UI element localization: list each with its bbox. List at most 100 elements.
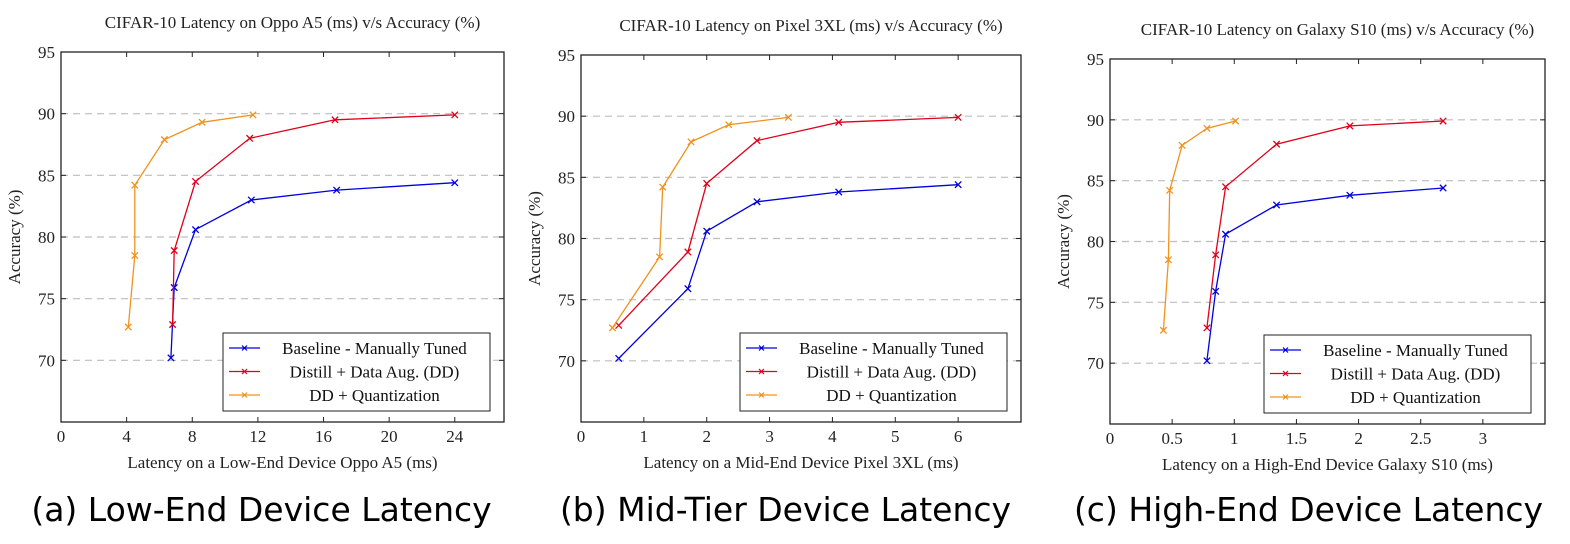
data-point <box>131 181 139 189</box>
x-tick-label: 24 <box>446 427 464 446</box>
data-point <box>1272 140 1281 148</box>
legend-item: Distill + Data Aug. (DD) <box>1270 365 1500 384</box>
data-point <box>1346 122 1354 130</box>
x-axis-label: Latency on a Low-End Device Oppo A5 (ms) <box>127 453 437 472</box>
data-point-stroke <box>835 118 843 126</box>
data-point <box>247 196 255 204</box>
data-point <box>835 118 843 126</box>
data-point-stroke <box>684 248 692 256</box>
data-point <box>753 136 761 145</box>
legend-marker <box>1282 370 1289 377</box>
chart-mid-tier: CIFAR-10 Latency on Pixel 3XL (ms) v/s A… <box>525 16 1022 472</box>
series-line-0 <box>170 182 455 358</box>
series-line-1 <box>171 114 455 325</box>
data-point-stroke <box>615 354 623 363</box>
data-point <box>170 283 178 292</box>
data-point-stroke <box>1272 201 1281 209</box>
data-point-stroke <box>835 188 843 196</box>
x-tick-label: 0 <box>1106 429 1115 448</box>
data-point-stroke <box>170 283 178 292</box>
data-point-stroke <box>954 181 962 189</box>
legend-marker <box>758 368 765 375</box>
series-line-0 <box>618 184 959 359</box>
legend-item: DD + Quantization <box>1270 388 1481 407</box>
data-point <box>170 246 178 255</box>
data-point <box>725 121 733 129</box>
data-point <box>167 354 175 362</box>
data-point-stroke <box>1272 140 1281 148</box>
data-point-stroke <box>451 111 459 119</box>
legend-label: Baseline - Manually Tuned <box>282 339 467 358</box>
data-point-stroke <box>1221 230 1230 238</box>
data-point <box>1203 357 1211 365</box>
x-tick-label: 2 <box>1354 429 1363 448</box>
x-tick-label: 6 <box>954 427 963 446</box>
data-point-stroke <box>249 111 257 119</box>
data-point <box>784 113 793 122</box>
y-tick-label: 90 <box>1087 111 1104 130</box>
x-axis-label: Latency on a Mid-End Device Pixel 3XL (m… <box>643 453 958 472</box>
x-tick-label: 3 <box>1479 429 1488 448</box>
legend-label: DD + Quantization <box>826 386 957 405</box>
legend-item: Baseline - Manually Tuned <box>229 339 467 358</box>
data-point-stroke <box>703 179 711 188</box>
chart-title: CIFAR-10 Latency on Pixel 3XL (ms) v/s A… <box>619 16 1002 35</box>
data-point <box>1211 251 1220 259</box>
data-point <box>451 111 459 119</box>
y-tick-label: 75 <box>558 291 575 310</box>
data-point <box>835 188 843 196</box>
data-point <box>1159 326 1168 334</box>
data-point <box>1165 186 1174 195</box>
legend-label: Baseline - Manually Tuned <box>1323 341 1508 360</box>
chart-panel-high-end: CIFAR-10 Latency on Galaxy S10 (ms) v/s … <box>1047 0 1570 544</box>
legend-box <box>739 332 1008 412</box>
data-point-stroke <box>124 323 132 331</box>
chart-low-end: CIFAR-10 Latency on Oppo A5 (ms) v/s Acc… <box>5 13 505 472</box>
y-tick-label: 70 <box>558 352 575 371</box>
y-tick-label: 70 <box>1087 354 1104 373</box>
data-point <box>1439 117 1447 125</box>
y-tick-label: 70 <box>38 351 55 370</box>
y-tick-label: 95 <box>558 46 575 65</box>
data-point-stroke <box>753 198 761 206</box>
data-point-stroke <box>191 177 200 186</box>
data-point <box>246 134 254 142</box>
data-point <box>331 116 339 124</box>
data-point-stroke <box>170 246 178 255</box>
data-point-stroke <box>451 179 459 187</box>
chart-high-end: CIFAR-10 Latency on Galaxy S10 (ms) v/s … <box>1054 20 1546 474</box>
data-point-stroke <box>247 196 255 204</box>
caption-high-end: (c) High-End Device Latency <box>1073 490 1544 529</box>
data-point-stroke <box>1346 191 1354 199</box>
data-point-stroke <box>160 135 169 144</box>
data-point <box>703 227 711 235</box>
series-line-2 <box>127 114 254 328</box>
legend-box <box>1263 334 1532 414</box>
y-tick-label: 80 <box>1087 233 1104 252</box>
legend-label: Baseline - Manually Tuned <box>799 339 984 358</box>
data-point <box>655 253 664 261</box>
data-point <box>249 111 257 119</box>
data-point <box>191 177 200 186</box>
data-point <box>198 118 206 126</box>
data-point <box>954 181 962 189</box>
data-point-stroke <box>198 118 206 126</box>
data-point-stroke <box>131 181 139 189</box>
series-line-2 <box>1162 120 1236 331</box>
data-point-stroke <box>1178 141 1186 150</box>
data-point-stroke <box>1231 117 1240 125</box>
legend-item: Distill + Data Aug. (DD) <box>746 363 976 382</box>
data-point <box>954 113 962 122</box>
y-tick-label: 80 <box>38 228 55 247</box>
data-point <box>1203 124 1211 133</box>
data-point-stroke <box>1203 124 1211 133</box>
legend-label: DD + Quantization <box>309 386 440 405</box>
data-point <box>703 179 711 188</box>
data-point <box>1203 324 1211 332</box>
data-point <box>1439 184 1447 192</box>
data-point-stroke <box>1346 122 1354 130</box>
y-tick-label: 80 <box>558 230 575 249</box>
data-point-stroke <box>331 116 339 124</box>
legend: Baseline - Manually Tuned Distill + Data … <box>739 332 1008 412</box>
y-tick-label: 85 <box>1087 172 1104 191</box>
